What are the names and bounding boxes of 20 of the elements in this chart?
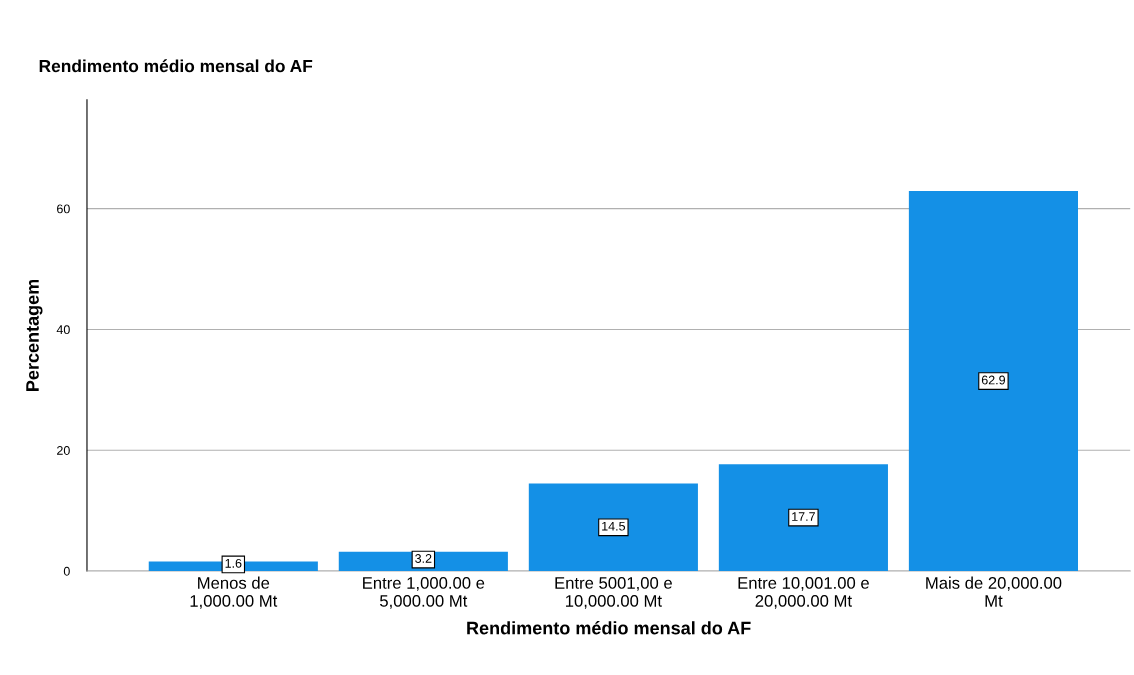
data-label: 17.7 [792,512,815,521]
y-tick-label: 60 [57,204,70,214]
y-tick-label: 20 [57,446,70,455]
data-label: 3.2 [415,554,432,563]
data-label: 62.9 [981,375,1006,385]
data-label: 1.6 [225,558,242,568]
chart-title: Rendimento médio mensal do AF [39,59,313,73]
x-tick-label: Entre 10,001.00 e 20,000.00 Mt [738,577,869,609]
data-label: 14.5 [602,521,626,531]
x-tick-label: Entre 5001,00 e 10,000.00 Mt [555,577,672,609]
x-axis-title: Rendimento médio mensal do AF [467,621,751,635]
bar [718,464,888,572]
bar [908,191,1078,572]
x-tick-label: Mais de 20,000.00 Mt [926,576,1062,607]
x-tick-label: Menos de 1,000.00 Mt [190,576,278,609]
bar [528,483,698,572]
y-tick-label: 40 [56,325,70,335]
x-tick-label: Entre 1,000.00 e 5,000.00 Mt [363,577,485,609]
y-tick-label: 0 [63,566,70,576]
y-axis-title: Percentagem [26,279,43,391]
